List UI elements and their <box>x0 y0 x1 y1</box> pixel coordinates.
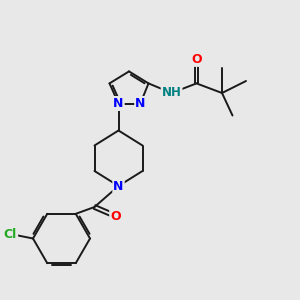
Text: N: N <box>113 97 124 110</box>
Text: N: N <box>113 179 124 193</box>
Text: NH: NH <box>162 86 182 100</box>
Text: O: O <box>110 209 121 223</box>
Text: O: O <box>191 53 202 66</box>
Text: Cl: Cl <box>4 227 17 241</box>
Text: N: N <box>135 97 146 110</box>
